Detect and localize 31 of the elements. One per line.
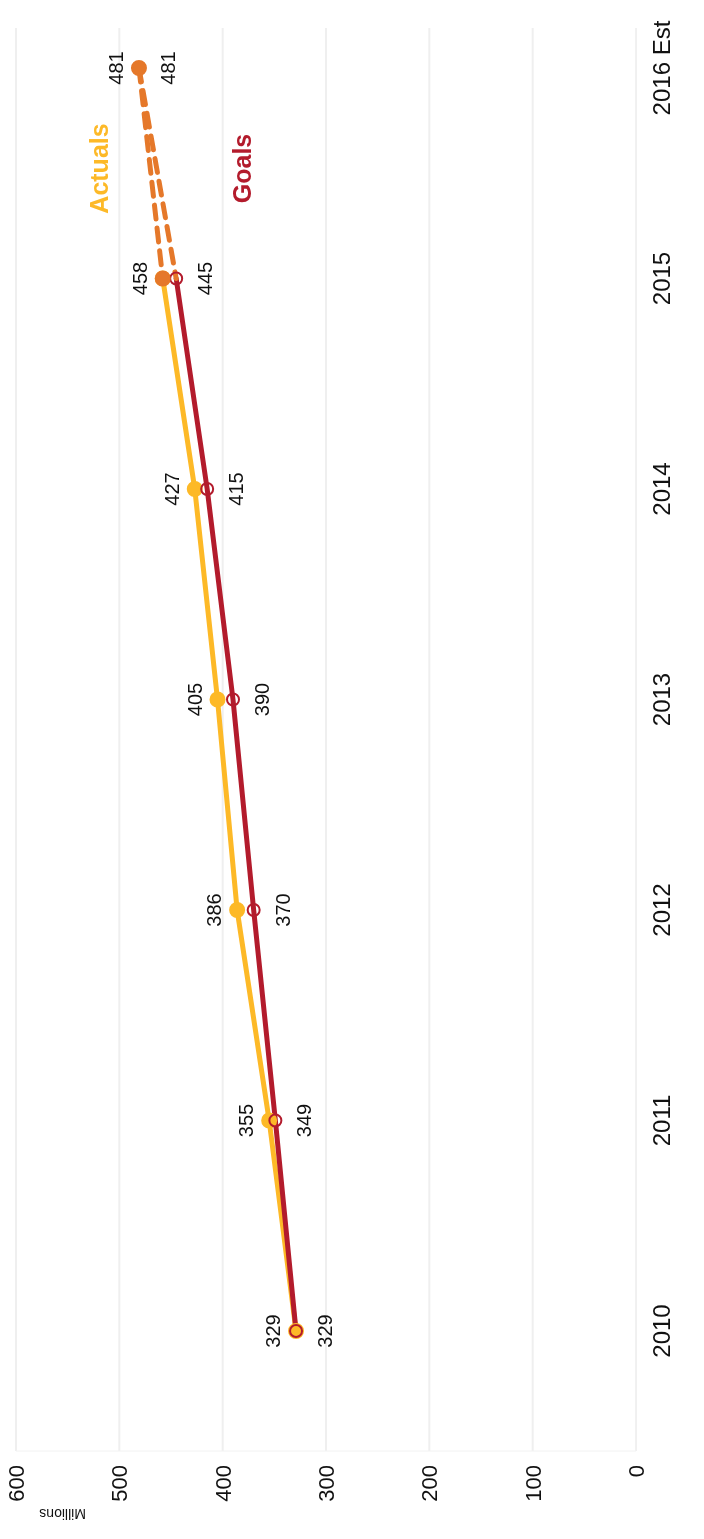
y-tick-label: 2013 <box>648 672 675 727</box>
data-label: 481 <box>104 51 127 85</box>
y-tick-label: 2011 <box>648 1094 675 1147</box>
data-label: 329 <box>314 1314 337 1348</box>
data-label: 355 <box>235 1103 258 1138</box>
x-tick-label: 500 <box>107 1465 133 1502</box>
x-axis-title: Millions <box>39 1506 86 1522</box>
data-label: 415 <box>225 472 248 506</box>
data-label: 405 <box>183 682 206 717</box>
data-label: 349 <box>293 1103 316 1138</box>
text: Actuals <box>84 123 113 214</box>
data-label: 458 <box>128 261 151 296</box>
x-tick-label: 200 <box>417 1465 443 1502</box>
x-tick-label: 300 <box>314 1465 339 1502</box>
x-tick-label: 600 <box>4 1465 29 1502</box>
x-tick-label: 400 <box>210 1465 236 1502</box>
x-tick-label: 0 <box>624 1465 649 1478</box>
text: Goals <box>228 133 257 204</box>
y-tick-label: 2014 <box>648 462 675 516</box>
y-tick-label: 2015 <box>648 251 675 306</box>
data-label: 390 <box>251 682 273 717</box>
y-tick-label: 2016 Est <box>648 20 675 116</box>
y-tick-label: 2010 <box>648 1304 675 1358</box>
data-label: 481 <box>156 51 179 85</box>
data-label: 445 <box>194 261 217 296</box>
y-tick-label: 2012 <box>648 883 675 937</box>
data-label: 370 <box>271 893 294 927</box>
data-label: 386 <box>203 893 226 927</box>
data-label: 329 <box>262 1314 285 1348</box>
data-label: 427 <box>160 472 183 506</box>
x-tick-label: 100 <box>520 1465 546 1502</box>
